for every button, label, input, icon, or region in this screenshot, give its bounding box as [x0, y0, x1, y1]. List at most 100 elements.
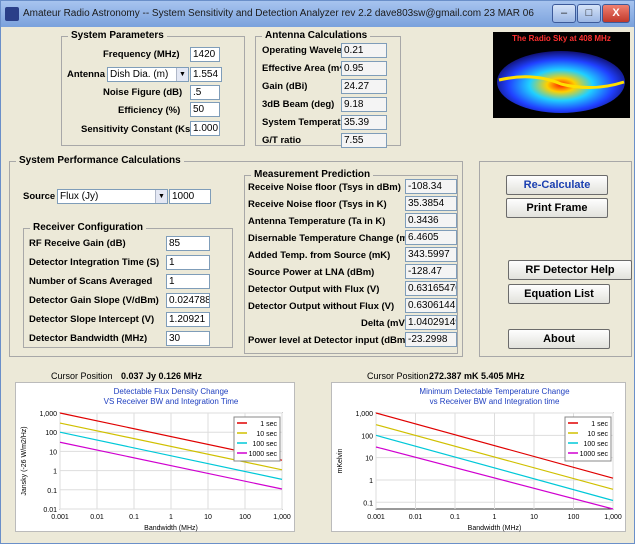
antenna-type-select[interactable]: Dish Dia. (m) ▼ [107, 67, 189, 82]
antenna-calculations-group: Antenna Calculations [255, 30, 401, 146]
x-tick-label: 0.001 [367, 514, 385, 521]
x-tick-label: 0.1 [129, 514, 139, 521]
measurement-label: Antenna Temperature (Ta in K) [248, 216, 386, 227]
receiver-config-input[interactable]: 1.20921 [166, 312, 210, 327]
x-tick-label: 1,000 [604, 514, 622, 521]
y-tick-label: 10 [49, 449, 57, 456]
x-tick-label: 100 [568, 514, 580, 521]
sensitivity-constant-label: Sensitivity Constant (Ks) [81, 124, 194, 135]
measurement-value: 343.5997 [405, 247, 457, 262]
measurement-value: 6.4605 [405, 230, 457, 245]
receiver-config-label: Detector Gain Slope (V/dBm) [29, 295, 159, 306]
sensitivity-constant-input[interactable]: 1.000 [190, 121, 220, 136]
minimize-button[interactable]: – [552, 4, 576, 23]
measurement-prediction-group: Measurement Prediction [244, 169, 458, 354]
print-frame-button[interactable]: Print Frame [506, 198, 608, 218]
y-axis-label: mKelvin [337, 448, 344, 473]
cursor-position-value-left: 0.037 Jy 0.126 MHz [121, 371, 203, 381]
series-line [59, 441, 283, 490]
x-tick-label: 10 [530, 514, 538, 521]
title-bar[interactable]: Amateur Radio Astronomy -- System Sensit… [1, 1, 634, 27]
x-tick-label: 1 [493, 514, 497, 521]
system-performance-group: System Performance Calculations [9, 155, 463, 357]
y-tick-label: 0.1 [363, 500, 373, 507]
receiver-config-label: RF Receive Gain (dB) [29, 238, 126, 249]
source-value-input[interactable]: 1000 [169, 189, 211, 204]
rf-detector-help-button[interactable]: RF Detector Help [508, 260, 632, 280]
noise-figure-input[interactable]: .5 [190, 85, 220, 100]
frequency-input[interactable]: 1420 [190, 47, 220, 62]
chart-subtitle: VS Receiver BW and Integration Time [104, 397, 239, 406]
x-axis-label: Bandwidth (MHz) [144, 525, 198, 532]
noise-figure-label: Noise Figure (dB) [103, 87, 183, 98]
x-tick-label: 0.01 [90, 514, 104, 521]
antenna-calc-value: 0.95 [341, 61, 387, 76]
temperature-change-chart-svg: Minimum Detectable Temperature Changevs … [337, 387, 622, 532]
measurement-label: Source Power at LNA (dBm) [248, 267, 375, 278]
series-line [59, 431, 283, 480]
receiver-config-label: Detector Slope Intercept (V) [29, 314, 155, 325]
source-type-select[interactable]: Flux (Jy) ▼ [57, 189, 168, 204]
measurement-label: Detector Output with Flux (V) [248, 284, 380, 295]
cursor-position-label-left: Cursor Position [51, 371, 113, 381]
system-parameters-title: System Parameters [68, 30, 167, 41]
x-tick-label: 1 [169, 514, 173, 521]
chart-subtitle: vs Receiver BW and Integration time [430, 397, 560, 406]
chevron-down-icon: ▼ [155, 190, 167, 203]
series-line [375, 434, 614, 502]
receiver-config-input[interactable]: 0.024788 [166, 293, 210, 308]
antenna-calculations-title: Antenna Calculations [262, 30, 371, 41]
system-parameters-group: System Parameters [61, 30, 245, 146]
y-tick-label: 1,000 [355, 411, 373, 418]
recalculate-button[interactable]: Re-Calculate [506, 175, 608, 195]
antenna-type-value: Dish Dia. (m) [110, 69, 169, 80]
source-type-value: Flux (Jy) [60, 191, 99, 202]
legend-label: 1000 sec [249, 451, 278, 458]
legend-label: 100 sec [583, 441, 608, 448]
x-tick-label: 0.1 [450, 514, 460, 521]
antenna-calc-value: 35.39 [341, 115, 387, 130]
measurement-value: -108.34 [405, 179, 457, 194]
receiver-configuration-group: Receiver Configuration [23, 222, 233, 348]
efficiency-input[interactable]: 50 [190, 102, 220, 117]
efficiency-label: Efficiency (%) [118, 105, 181, 116]
receiver-config-input[interactable]: 1 [166, 255, 210, 270]
measurement-value: 35.3854 [405, 196, 457, 211]
antenna-calc-label: System Temperature (K) [262, 117, 372, 128]
maximize-button[interactable]: □ [577, 4, 601, 23]
receiver-config-input[interactable]: 30 [166, 331, 210, 346]
measurement-value: 1.04029149 [405, 315, 457, 330]
measurement-label: Disernable Temperature Change (mK) [248, 233, 418, 244]
equation-list-button[interactable]: Equation List [508, 284, 610, 304]
y-axis-label: Jansky (-26 W/m2/Hz) [21, 426, 28, 495]
receiver-config-input[interactable]: 85 [166, 236, 210, 251]
close-button[interactable]: X [602, 4, 630, 23]
about-button[interactable]: About [508, 329, 610, 349]
x-tick-label: 0.001 [51, 514, 69, 521]
flux-density-chart[interactable]: Detectable Flux Density Change VS Receive… [15, 382, 295, 532]
temperature-change-chart[interactable]: Minimum Detectable Temperature Change vs … [331, 382, 626, 532]
measurement-value: 0.6306144180 [405, 298, 457, 313]
cursor-position-label-right: Cursor Position [367, 371, 429, 381]
y-tick-label: 1 [369, 478, 373, 485]
legend-label: 10 sec [587, 431, 608, 438]
chart-title: Minimum Detectable Temperature Change [419, 387, 570, 396]
app-icon [5, 7, 19, 21]
series-line [375, 446, 614, 510]
receiver-config-input[interactable]: 1 [166, 274, 210, 289]
antenna-size-input[interactable]: 1.554 [190, 67, 222, 82]
cursor-position-value-right: 272.387 mK 5.405 MHz [429, 371, 525, 381]
measurement-value: 0.6316547095 [405, 281, 457, 296]
antenna-calc-value: 24.27 [341, 79, 387, 94]
receiver-config-label: Number of Scans Averaged [29, 276, 153, 287]
y-tick-label: 10 [365, 456, 373, 463]
x-tick-label: 1,000 [273, 514, 291, 521]
antenna-calc-label: G/T ratio [262, 135, 302, 146]
x-axis-label: Bandwidth (MHz) [468, 525, 522, 532]
measurement-value: -23.2998 [405, 332, 457, 347]
measurement-label: Detector Output without Flux (V) [248, 301, 395, 312]
y-tick-label: 0.01 [43, 507, 57, 514]
x-tick-label: 10 [204, 514, 212, 521]
